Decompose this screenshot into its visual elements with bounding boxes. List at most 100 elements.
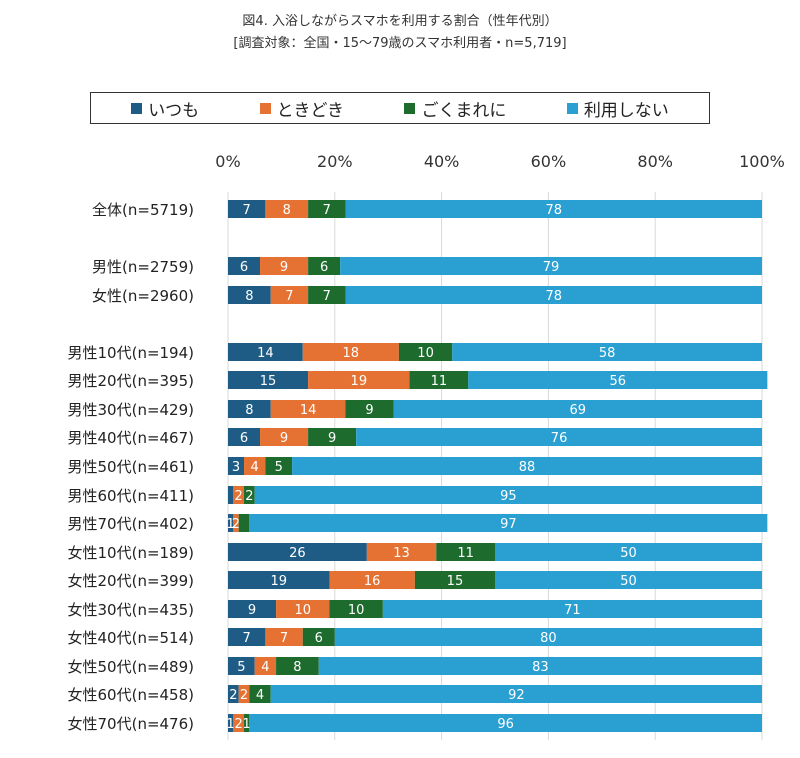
category-label: 女性40代(n=514): [68, 629, 195, 647]
data-label: 7: [323, 203, 331, 218]
data-label: 2: [235, 489, 243, 504]
chart-title: 図4. 入浴しながらスマホを利用する割合（性年代別）: [242, 14, 558, 29]
bar-segment-never: [292, 457, 762, 475]
x-tick-label: 40%: [424, 152, 460, 171]
bar-segment-sometimes: [254, 657, 277, 675]
bar-segment-rarely: [244, 486, 255, 504]
data-label: 4: [261, 660, 269, 675]
data-label: 1: [243, 717, 251, 732]
bar-segment-rarely: [302, 628, 335, 646]
data-label: 2: [240, 688, 248, 703]
bar-segment-sometimes: [329, 571, 415, 589]
bar-segment-rarely: [308, 200, 346, 218]
legend-swatch-sometimes: [259, 102, 271, 114]
bar-segment-sometimes: [270, 286, 309, 304]
bar-segment-rarely: [345, 400, 394, 418]
bar-segment-rarely: [398, 343, 453, 361]
category-label: 女性70代(n=476): [68, 715, 195, 733]
bar-segment-always: [228, 457, 245, 475]
data-label: 1: [227, 517, 235, 532]
category-label: 女性60代(n=458): [68, 686, 195, 704]
category-label: 男性(n=2759): [92, 258, 194, 276]
bar-segment-sometimes: [233, 514, 239, 532]
data-label: 11: [457, 546, 474, 561]
data-label: 18: [343, 346, 360, 361]
bar-segment-sometimes: [265, 200, 309, 218]
data-label: 79: [543, 260, 560, 275]
bar-segment-always: [228, 486, 234, 504]
bar-segment-never: [345, 200, 762, 218]
data-label: 1: [227, 717, 235, 732]
bar-segment-never: [382, 600, 762, 618]
legend-item-sometimes: ときどき: [259, 96, 344, 121]
bar-segment-sometimes: [238, 685, 250, 703]
data-label: 26: [289, 546, 306, 561]
bar-segment-always: [228, 714, 234, 732]
bar-segment-always: [228, 571, 330, 589]
bar-segment-rarely: [414, 571, 495, 589]
bar-segment-always: [228, 371, 309, 389]
bar-segment-never: [270, 685, 762, 703]
bar-segment-never: [393, 400, 762, 418]
bar-segment-never: [356, 428, 762, 446]
bar-segment-rarely: [436, 543, 495, 561]
data-label: 13: [393, 546, 410, 561]
bar-segment-never: [249, 514, 768, 532]
bar-segment-always: [228, 600, 277, 618]
data-label: 10: [348, 603, 365, 618]
x-tick-label: 20%: [317, 152, 353, 171]
bar-segment-sometimes: [233, 714, 245, 732]
bar-segment-always: [228, 685, 239, 703]
legend-item-never: 利用しない: [566, 96, 669, 121]
category-label: 男性40代(n=467): [68, 429, 195, 447]
bar-segment-always: [228, 400, 271, 418]
data-label: 80: [540, 631, 557, 646]
category-label: 女性20代(n=399): [68, 572, 195, 590]
data-label: 6: [240, 260, 248, 275]
data-label: 4: [256, 688, 264, 703]
bar-segment-rarely: [238, 514, 250, 532]
data-label: 58: [599, 346, 616, 361]
data-label: 2: [235, 717, 243, 732]
data-label: 78: [545, 203, 562, 218]
legend-label-always: いつも: [148, 100, 200, 121]
data-label: 69: [569, 403, 586, 418]
data-label: 9: [280, 260, 288, 275]
data-label: 15: [260, 374, 277, 389]
bar-segment-never: [452, 343, 762, 361]
bar-segment-always: [228, 514, 234, 532]
data-label: 8: [293, 660, 301, 675]
bar-segment-sometimes: [244, 457, 266, 475]
bar-segment-never: [495, 543, 762, 561]
data-label: 8: [245, 403, 253, 418]
data-label: 14: [300, 403, 317, 418]
category-label: 男性70代(n=402): [68, 515, 195, 533]
data-label: 10: [417, 346, 434, 361]
category-label: 男性60代(n=411): [68, 487, 195, 505]
bar-segment-rarely: [409, 371, 469, 389]
data-label: 95: [500, 489, 517, 504]
bar-segment-never: [334, 628, 762, 646]
data-label: 7: [243, 631, 251, 646]
legend-swatch-never: [566, 102, 578, 114]
bar-segment-rarely: [308, 257, 341, 275]
data-label: 9: [328, 431, 336, 446]
data-label: 9: [365, 403, 373, 418]
data-label: 96: [497, 717, 514, 732]
data-label: 7: [323, 289, 331, 304]
data-label: 92: [508, 688, 525, 703]
bar-segment-never: [318, 657, 762, 675]
bar-segment-rarely: [308, 286, 346, 304]
bar-segment-always: [228, 628, 266, 646]
legend-swatch-rarely: [404, 102, 416, 114]
category-label: 女性30代(n=435): [68, 601, 195, 619]
category-label: 全体(n=5719): [92, 201, 194, 219]
data-label: 83: [532, 660, 549, 675]
category-label: 男性50代(n=461): [68, 458, 195, 476]
data-label: 6: [320, 260, 328, 275]
legend-label-rarely: ごくまれに: [421, 100, 507, 121]
bar-segment-sometimes: [265, 628, 303, 646]
x-tick-label: 0%: [215, 152, 240, 171]
bar-segment-sometimes: [270, 400, 346, 418]
data-label: 5: [275, 460, 283, 475]
